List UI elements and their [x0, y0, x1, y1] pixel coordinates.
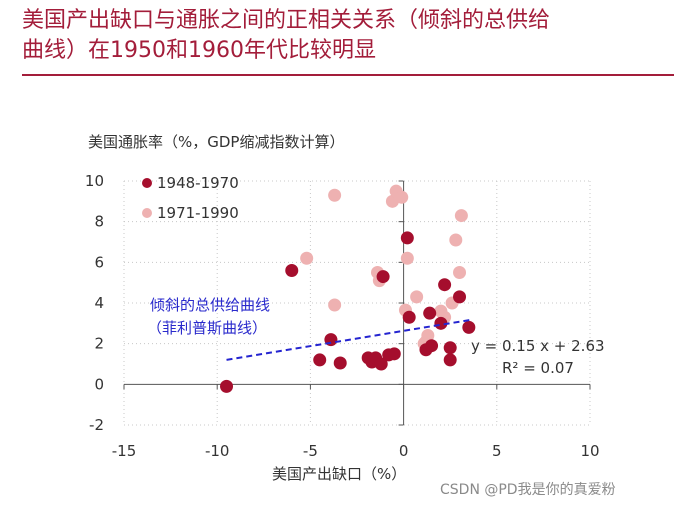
annotation-line1: 倾斜的总供给曲线	[150, 296, 270, 314]
y-axis-label: 美国通胀率（%，GDP缩减指数计算）	[88, 133, 344, 151]
x-tick-label: -10	[205, 442, 230, 460]
y-tick-label: 0	[94, 375, 104, 393]
chart-title: 美国产出缺口与通胀之间的正相关关系（倾斜的总供给 曲线）在1950和1960年代…	[22, 6, 672, 66]
data-point-1971-1990	[454, 209, 468, 223]
data-point-1971-1990	[453, 266, 467, 279]
data-point-1948-1970	[374, 357, 388, 371]
x-tick-label: 10	[580, 442, 599, 460]
x-tick-label: -5	[303, 442, 318, 460]
data-point-1971-1990	[421, 329, 435, 343]
r-squared: R² = 0.07	[502, 359, 574, 377]
data-point-1948-1970	[313, 353, 327, 367]
data-point-1948-1970	[387, 347, 401, 361]
data-point-1948-1970	[220, 379, 234, 393]
trend-line	[226, 318, 473, 361]
tick-labels: -15 -10 -5 0 5 10 -2 0 2 4 6 8 10	[85, 172, 600, 460]
legend-marker-1971-1990	[142, 208, 152, 218]
legend-label-1948-1970: 1948-1970	[157, 174, 239, 192]
data-point-1948-1970	[425, 339, 439, 353]
data-point-1948-1970	[400, 231, 414, 245]
data-point-1971-1990	[400, 251, 414, 265]
data-point-1971-1990	[395, 190, 409, 204]
data-point-1948-1970	[438, 278, 452, 292]
data-point-1948-1970	[462, 320, 476, 334]
data-points	[220, 184, 476, 393]
data-point-1948-1970	[443, 353, 457, 367]
title-underline	[22, 74, 674, 76]
data-point-1948-1970	[434, 316, 448, 330]
data-point-1948-1970	[376, 270, 390, 284]
data-point-1971-1990	[300, 251, 314, 265]
data-point-1971-1990	[328, 188, 342, 202]
y-tick-label: 10	[85, 172, 104, 190]
y-tick-label: 4	[94, 294, 104, 312]
data-point-1948-1970	[453, 290, 467, 304]
chart-title-line1: 美国产出缺口与通胀之间的正相关关系（倾斜的总供给	[22, 8, 551, 33]
watermark: CSDN @PD我是你的真爱粉	[440, 482, 616, 498]
chart-axes	[123, 180, 591, 426]
data-point-1948-1970	[402, 310, 416, 324]
y-tick-label: 6	[94, 253, 104, 271]
y-tick-label: 2	[94, 335, 104, 353]
x-axis-label: 美国产出缺口（%）	[272, 465, 406, 483]
annotation-line2: （菲利普斯曲线）	[147, 319, 267, 337]
data-point-1971-1990	[328, 298, 342, 312]
data-point-1971-1990	[449, 233, 463, 247]
x-tick-label: 0	[399, 442, 409, 460]
data-point-1971-1990	[410, 290, 424, 304]
chart-grid	[123, 180, 591, 426]
x-tick-label: -15	[112, 442, 137, 460]
legend-label-1971-1990: 1971-1990	[157, 204, 239, 222]
y-tick-label: -2	[89, 416, 104, 434]
data-point-1948-1970	[333, 356, 347, 370]
data-point-1948-1970	[285, 263, 299, 277]
data-point-1948-1970	[443, 341, 457, 355]
x-tick-label: 5	[492, 442, 502, 460]
trend-equation: y = 0.15 x + 2.63	[471, 337, 605, 355]
chart-title-line2: 曲线）在1950和1960年代比较明显	[22, 38, 376, 63]
legend-marker-1948-1970	[142, 178, 152, 188]
y-tick-label: 8	[94, 213, 104, 231]
data-point-1948-1970	[423, 306, 437, 320]
